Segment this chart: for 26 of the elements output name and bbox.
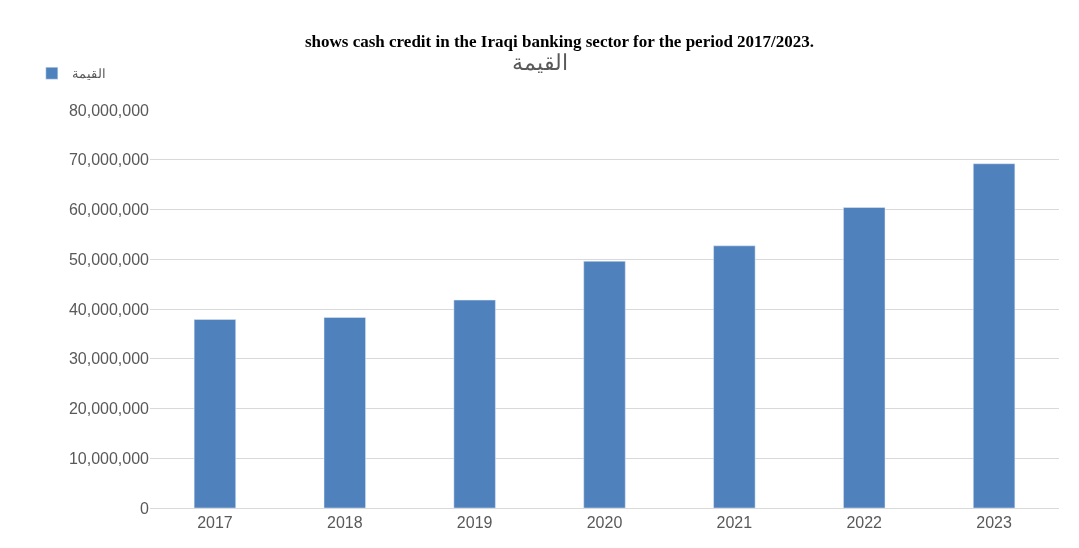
x-tick-label: 2021 <box>716 514 753 532</box>
x-tick-label: 2019 <box>456 514 493 532</box>
x-tick-label: 2022 <box>846 514 883 532</box>
bar <box>973 163 1016 508</box>
text: shows cash credit in the Iraqi banking sector for the period 2017/2023. <box>305 32 815 51</box>
bar <box>323 317 366 508</box>
y-tick-label: 40,000,000 <box>68 300 150 318</box>
y-tick-label: 60,000,000 <box>68 201 150 219</box>
bar <box>453 299 496 508</box>
y-tick-label: 20,000,000 <box>68 400 150 418</box>
bar <box>843 207 886 508</box>
bar <box>193 319 236 508</box>
y-tick-label: 30,000,000 <box>68 350 150 368</box>
bar <box>583 260 626 508</box>
x-tick-label: 2018 <box>326 514 363 532</box>
y-tick-label: 50,000,000 <box>68 250 150 268</box>
legend-label: القيمة <box>71 66 106 82</box>
x-tick-label: 2017 <box>197 514 233 532</box>
y-tick-label: 10,000,000 <box>68 449 150 467</box>
x-tick-label: 2020 <box>586 514 623 532</box>
bar <box>713 245 756 508</box>
chart-title: القيمة <box>511 50 568 76</box>
y-tick-label: 80,000,000 <box>68 101 150 119</box>
x-tick-label: 2023 <box>976 514 1012 532</box>
y-tick-label: 0 <box>140 499 150 517</box>
y-tick-label: 70,000,000 <box>68 151 150 169</box>
